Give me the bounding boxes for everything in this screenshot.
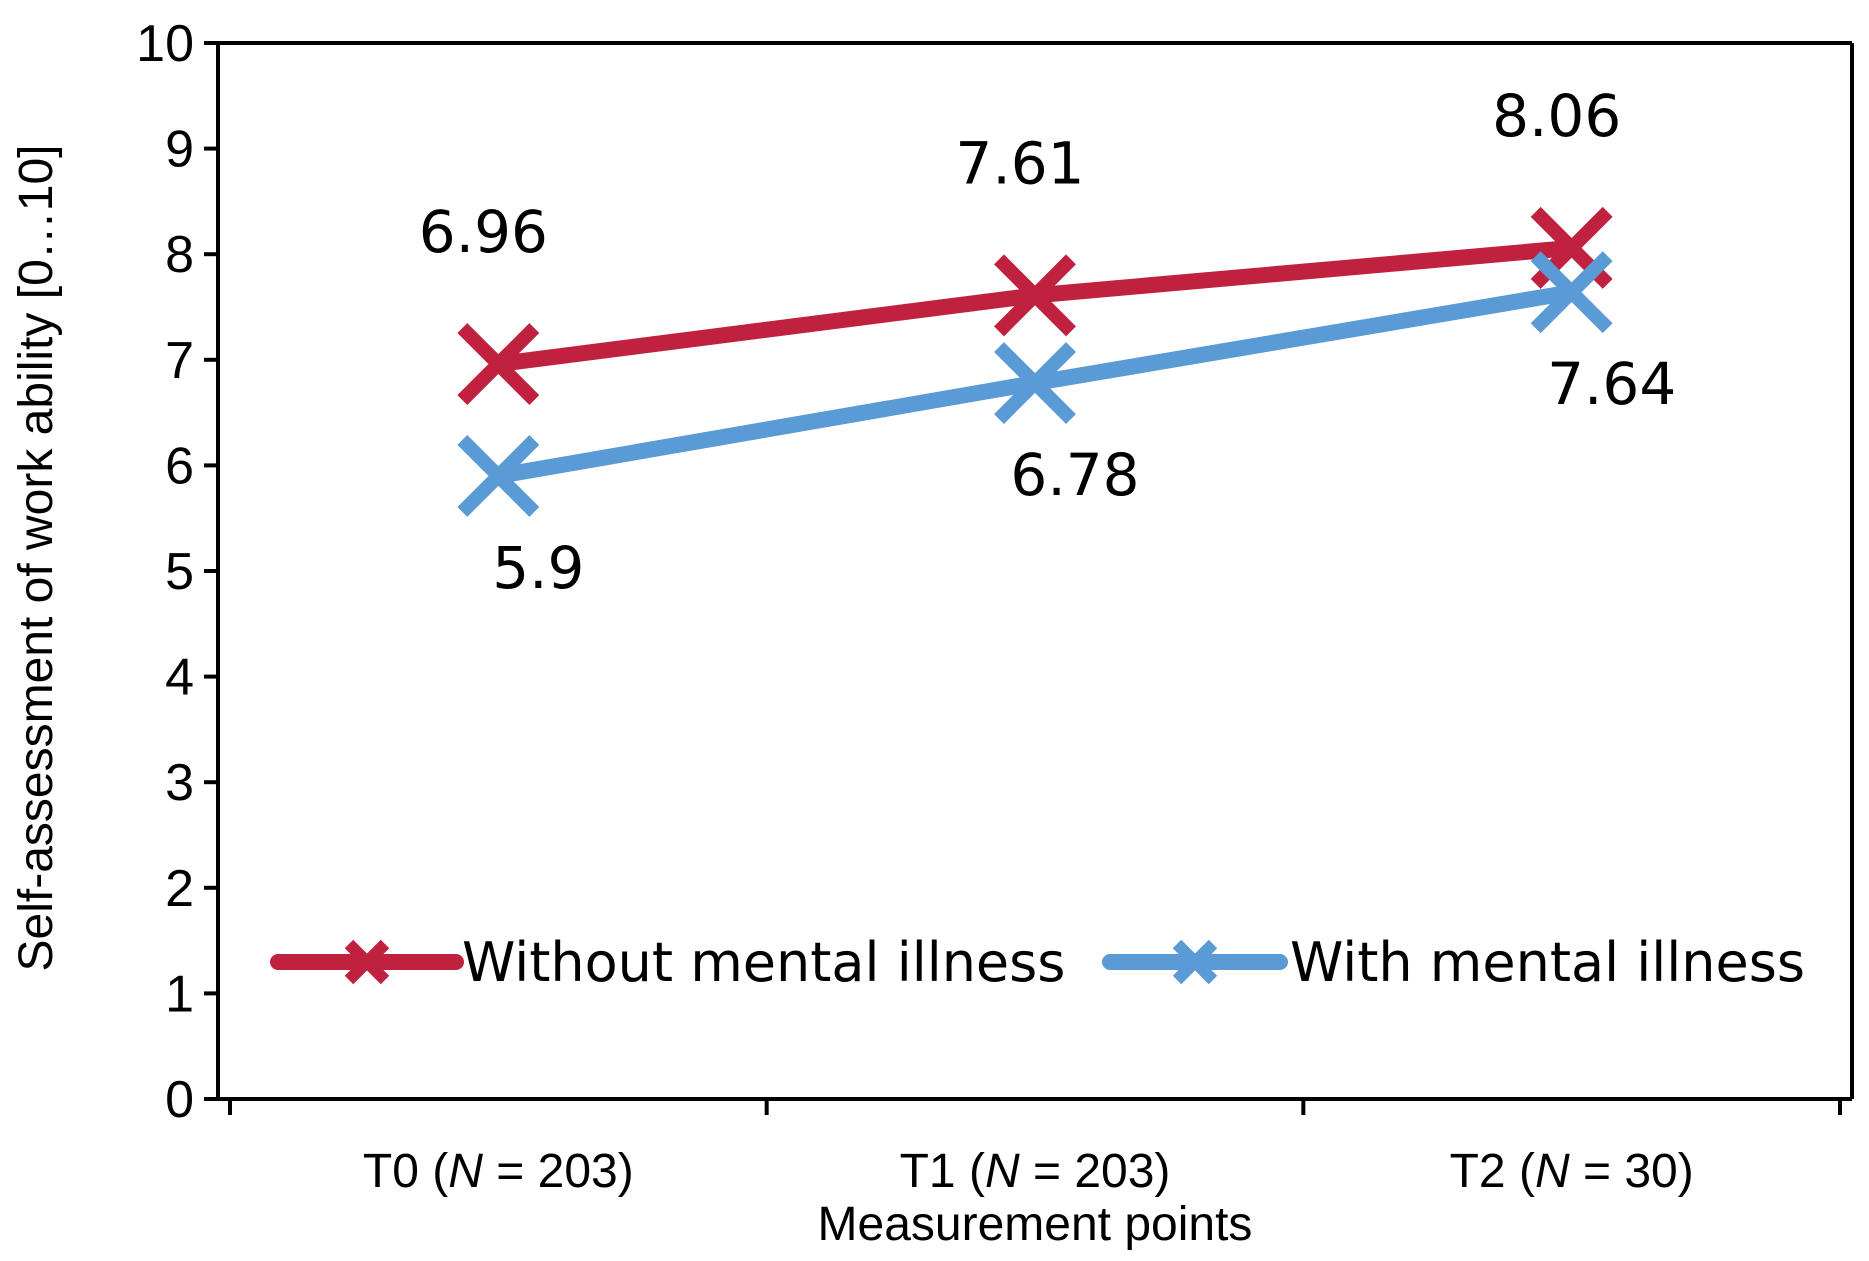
y-axis-title: Self-assessment of work ability [0…10] (10, 145, 63, 972)
legend-label: With mental illness (1290, 931, 1805, 994)
data-label: 6.96 (419, 198, 548, 266)
legend-swatch-marker (344, 939, 390, 985)
data-label: 6.78 (1010, 441, 1139, 509)
plot-frame (218, 41, 1854, 1099)
x-category-label: T2 (N = 30) (1450, 1145, 1694, 1198)
x-axis-title: Measurement points (818, 1198, 1253, 1251)
y-tick-label: 9 (165, 121, 194, 179)
legend-item: With mental illness (1102, 931, 1805, 994)
data-label: 8.06 (1492, 82, 1621, 150)
data-label: 7.61 (955, 129, 1084, 197)
series-without-mental-illness (457, 206, 1613, 405)
y-tick-label: 3 (165, 754, 194, 812)
y-tick-label: 2 (165, 860, 194, 918)
series-layer (457, 206, 1613, 517)
y-tick-label: 8 (165, 226, 194, 284)
series-line (490, 239, 1580, 373)
y-tick-label: 7 (165, 332, 194, 390)
y-tick-label: 10 (136, 15, 194, 73)
series-with-mental-illness (457, 251, 1613, 517)
legend-swatch-marker (1172, 939, 1218, 985)
x-category-label: T1 (N = 203) (900, 1145, 1171, 1198)
y-tick-label: 1 (165, 965, 194, 1023)
data-point-marker (457, 435, 540, 517)
legend-item: Without mental illness (270, 931, 1065, 994)
data-point-marker (1530, 251, 1613, 334)
data-labels: 6.96 7.61 8.06 5.9 6.78 7.64 (419, 82, 1676, 602)
x-axis: T0 (N = 203) T1 (N = 203) T2 (N = 30) (218, 1097, 1852, 1198)
y-tick-label: 6 (165, 437, 194, 495)
legend: Without mental illness With mental illnes… (270, 931, 1805, 994)
y-axis: 0 1 2 3 4 5 6 7 8 9 10 (136, 15, 220, 1129)
data-point-marker (994, 342, 1076, 424)
legend-label: Without mental illness (462, 931, 1065, 994)
data-label: 5.9 (492, 534, 584, 602)
data-point-marker (457, 323, 540, 405)
data-point-marker (994, 254, 1076, 337)
x-category-label: T0 (N = 203) (363, 1145, 634, 1198)
y-tick-label: 5 (165, 543, 194, 601)
y-tick-label: 0 (165, 1071, 194, 1129)
y-tick-label: 4 (165, 649, 194, 707)
data-label: 7.64 (1547, 350, 1676, 418)
